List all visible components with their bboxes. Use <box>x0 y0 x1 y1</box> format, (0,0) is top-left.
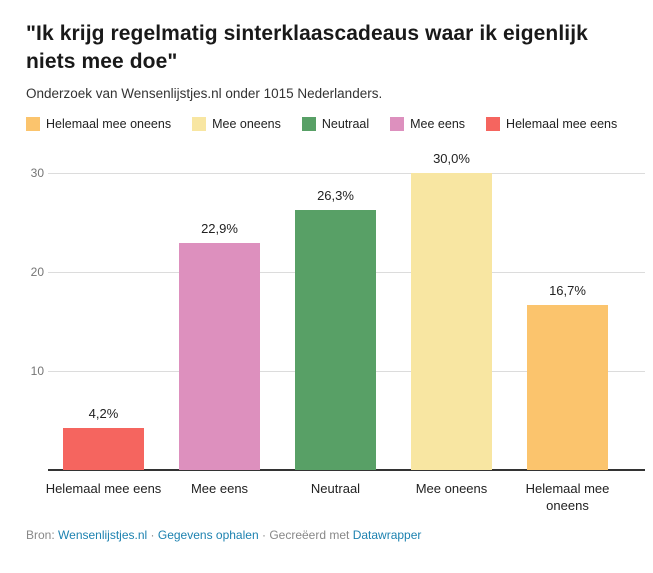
bar-value-label: 26,3% <box>317 187 354 203</box>
chart-subtitle: Onderzoek van Wensenlijstjes.nl onder 10… <box>26 86 383 101</box>
bar-mee-oneens[interactable] <box>411 173 492 470</box>
bar-value-label: 30,0% <box>433 151 470 166</box>
chart-footer: Bron: Wensenlijstjes.nl · Gegevens ophal… <box>26 528 627 542</box>
bar-value-label: 4,2% <box>88 406 119 422</box>
legend-label: Helemaal mee eens <box>506 117 618 131</box>
legend-swatch-icon <box>301 117 316 131</box>
y-axis-tick-label: 20 <box>30 265 44 279</box>
source-label: Bron: <box>26 528 55 542</box>
y-axis-tick-label: 30 <box>30 166 44 180</box>
get-data-link[interactable]: Gegevens ophalen <box>157 528 259 542</box>
x-axis-line <box>48 469 645 471</box>
legend-swatch-icon <box>192 117 207 131</box>
x-axis-category-label: Mee oneens <box>415 481 488 496</box>
created-with-label: Gecreëerd met <box>269 528 350 542</box>
legend-label: Helemaal mee oneens <box>46 117 172 131</box>
source-link[interactable]: Wensenlijstjes.nl <box>58 528 148 542</box>
legend-label: Neutraal <box>321 117 370 131</box>
legend-label: Mee eens <box>410 117 466 131</box>
bar-helemaal-mee-oneens[interactable] <box>527 304 608 470</box>
y-axis-tick-label: 10 <box>30 364 44 378</box>
x-axis-category-label: Mee eens <box>190 481 249 496</box>
legend: Helemaal mee oneens Mee oneens Neutraal Mee… <box>26 117 617 131</box>
legend-swatch-icon <box>26 117 40 131</box>
datawrapper-link[interactable]: Datawrapper <box>352 528 422 542</box>
bar-neutraal[interactable] <box>295 209 376 470</box>
bar-mee-eens[interactable] <box>179 243 260 470</box>
bar-value-label: 16,7% <box>549 282 586 298</box>
x-axis-category-label: Helemaal mee eens <box>45 481 162 496</box>
legend-item: Helemaal mee eens <box>486 117 617 131</box>
gridline <box>48 173 645 174</box>
legend-item: Helemaal mee oneens <box>26 117 171 131</box>
legend-swatch-icon <box>390 117 405 131</box>
x-axis-category-label: Helemaal mee oneens <box>525 481 610 514</box>
footer-separator: · <box>261 528 266 542</box>
x-axis-category-label: Neutraal <box>310 481 361 496</box>
footer-separator: · <box>150 528 155 542</box>
legend-swatch-icon <box>486 117 501 131</box>
legend-item: Mee eens <box>390 117 465 131</box>
bar-helemaal-mee-eens[interactable] <box>63 428 144 470</box>
legend-label: Mee oneens <box>212 117 281 131</box>
legend-item: Mee oneens <box>192 117 281 131</box>
chart-title: "Ik krijg regelmatig sinterklaascadeaus … <box>26 22 588 73</box>
legend-item: Neutraal <box>301 117 370 131</box>
bar-value-label: 22,9% <box>201 221 238 237</box>
